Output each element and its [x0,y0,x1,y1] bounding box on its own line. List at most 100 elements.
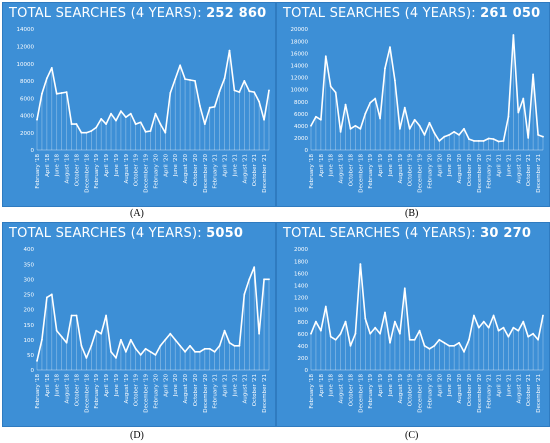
x-tick-label-b: October '19 [408,154,414,187]
data-point-b [344,103,347,106]
chart-total-c: 30 270 [480,226,532,241]
data-point-d [100,332,103,335]
data-point-b [482,140,485,142]
data-point-d [243,293,246,296]
x-tick-label-c: February '20 [427,374,433,409]
chart-caption-c: (C) [405,430,419,441]
x-tick-label-b: August '20 [457,154,463,184]
chart-title-label-c: TOTAL SEARCHES (4 YEARS): [283,226,476,241]
data-point-d [263,278,265,281]
data-point-d [80,344,83,347]
y-tick-label-a: 12000 [17,44,35,50]
y-tick-label-a: 4000 [20,114,34,120]
data-point-d [154,353,157,356]
x-tick-label-c: June '20 [447,374,453,398]
x-tick-label-b: April '18 [319,154,325,177]
x-tick-label-d: February '20 [153,374,159,409]
data-point-d [189,344,191,347]
x-tick-label-d: August '21 [242,374,248,404]
y-tick-label-d: 150 [24,323,35,329]
x-tick-label-b: June '18 [329,154,335,178]
chart-title-c: TOTAL SEARCHES (4 YEARS): 30 270 [283,226,531,241]
data-point-c [487,326,490,329]
x-tick-label-b: August '21 [516,154,522,184]
y-tick-label-b: 12000 [291,76,309,82]
data-point-a [233,89,236,92]
data-point-d [253,266,256,269]
data-point-a [85,131,88,134]
x-tick-label-d: December '18 [84,374,90,413]
data-point-b [334,91,337,94]
data-point-d [198,350,201,353]
data-point-b [492,138,495,141]
data-point-d [203,347,206,350]
data-point-b [443,135,446,138]
data-point-d [194,350,196,353]
data-point-b [423,133,426,136]
y-tick-label-c: 2000 [294,247,308,253]
x-tick-label-b: February '18 [309,154,315,189]
x-tick-label-c: August '18 [339,374,345,404]
y-tick-label-b: 20000 [291,27,309,33]
data-point-b [394,79,396,82]
data-point-b [507,115,510,118]
x-tick-label-c: October '20 [467,374,473,407]
data-point-b [463,127,465,130]
x-tick-label-d: August '20 [183,374,189,404]
x-tick-label-b: April '20 [437,154,443,177]
x-tick-label-c: October '18 [348,374,354,407]
data-point-a [139,121,142,124]
data-point-b [532,73,535,76]
data-point-a [179,64,182,67]
data-point-b [364,112,367,115]
y-tick-label-d: 200 [24,308,35,314]
data-point-b [408,127,411,130]
data-point-c [315,320,317,323]
data-point-b [458,133,460,136]
data-point-c [537,338,539,341]
y-tick-label-b: 6000 [294,112,308,118]
y-tick-label-c: 400 [298,344,309,350]
data-point-a [60,92,63,94]
x-tick-label-c: October '19 [408,374,414,407]
x-tick-label-d: April '20 [163,374,169,397]
data-point-a [159,123,162,125]
x-tick-label-c: June '21 [506,374,512,397]
data-point-c [394,320,396,323]
data-point-c [418,329,421,332]
chart-caption-d: (D) [130,430,144,441]
x-tick-label-d: June '19 [114,374,120,398]
data-point-a [164,131,167,134]
chart-title-d: TOTAL SEARCHES (4 YEARS): 5050 [9,226,243,241]
data-point-d [45,296,48,299]
data-point-a [248,90,251,93]
chart-caption-b: (B) [405,208,419,219]
data-point-d [85,357,88,359]
x-tick-label-a: December '19 [144,154,150,193]
data-point-b [374,97,377,100]
y-tick-label-a: 8000 [20,79,34,85]
y-tick-label-a: 2000 [20,131,34,137]
y-tick-label-d: 50 [27,353,34,359]
x-tick-label-d: August '19 [124,374,130,404]
data-point-d [159,344,162,347]
chart-total-d: 5050 [206,226,244,241]
chart-title-b: TOTAL SEARCHES (4 YEARS): 261 050 [283,6,540,21]
data-point-c [438,338,441,341]
x-tick-label-a: December '18 [84,154,90,193]
data-point-a [144,130,147,133]
data-point-a [100,117,103,120]
y-tick-label-b: 10000 [291,88,309,94]
data-point-a [80,131,83,134]
chart-panel-a: TOTAL SEARCHES (4 YEARS): 252 860 0 2000 4… [2,2,276,207]
chart-total-a: 252 860 [206,6,267,21]
data-point-b [497,140,500,143]
data-point-c [458,341,460,344]
data-point-c [354,332,357,335]
y-tick-label-a: 6000 [20,96,34,102]
y-tick-label-c: 600 [298,332,309,338]
x-tick-label-d: June '21 [232,374,238,397]
data-point-a [36,118,38,121]
data-point-d [213,350,216,353]
data-point-d [70,314,73,317]
